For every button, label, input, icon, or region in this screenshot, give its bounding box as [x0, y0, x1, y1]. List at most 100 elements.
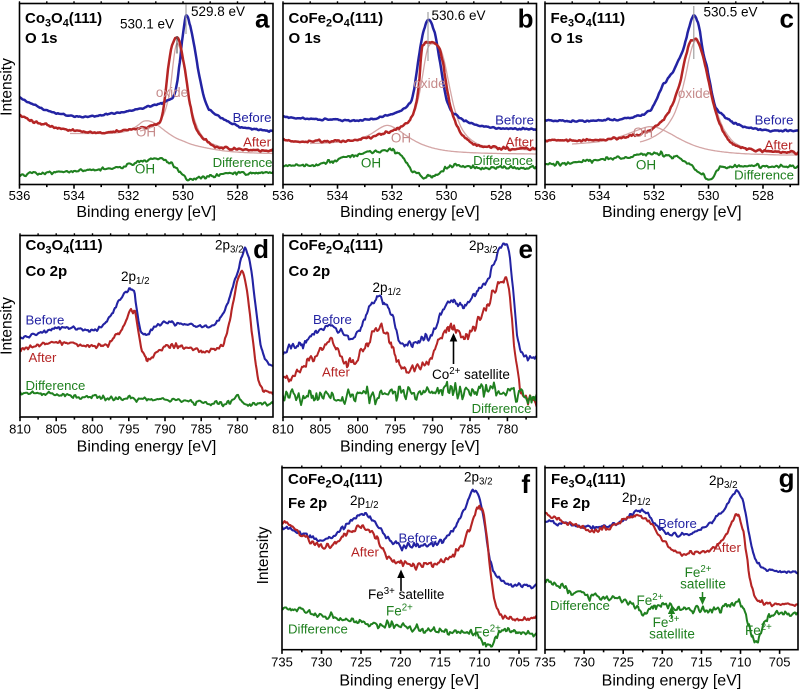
svg-text:Fe2+: Fe2+ — [745, 622, 772, 638]
svg-text:530: 530 — [172, 188, 194, 203]
svg-text:Difference: Difference — [288, 622, 348, 637]
svg-text:a: a — [255, 4, 270, 34]
svg-text:Binding energy [eV]: Binding energy [eV] — [602, 673, 742, 690]
svg-text:780: 780 — [497, 422, 519, 437]
svg-text:534: 534 — [327, 188, 349, 203]
svg-text:805: 805 — [310, 422, 332, 437]
svg-text:oxide: oxide — [156, 85, 188, 100]
svg-text:710: 710 — [469, 655, 491, 670]
svg-text:720: 720 — [651, 655, 673, 670]
svg-text:O 1s: O 1s — [25, 30, 58, 47]
svg-text:529.8 eV: 529.8 eV — [191, 4, 245, 19]
svg-text:Binding energy [eV]: Binding energy [eV] — [602, 204, 742, 221]
svg-text:Fe3+: Fe3+ — [653, 614, 680, 630]
svg-text:satellite: satellite — [649, 627, 695, 642]
svg-text:528: 528 — [490, 188, 512, 203]
svg-text:Intensity: Intensity — [0, 297, 16, 355]
svg-text:730: 730 — [573, 655, 595, 670]
svg-text:2p3/2: 2p3/2 — [469, 238, 498, 256]
svg-text:Co2+ satellite: Co2+ satellite — [432, 366, 510, 382]
svg-text:e: e — [519, 234, 533, 264]
svg-text:805: 805 — [45, 422, 67, 437]
svg-text:735: 735 — [534, 655, 556, 670]
svg-text:800: 800 — [82, 422, 104, 437]
svg-text:Difference: Difference — [472, 401, 532, 416]
svg-text:532: 532 — [381, 188, 403, 203]
svg-text:O 1s: O 1s — [551, 30, 584, 47]
svg-text:OH: OH — [135, 162, 155, 177]
svg-text:735: 735 — [271, 655, 293, 670]
svg-text:Fe3+ satellite: Fe3+ satellite — [368, 586, 444, 602]
svg-text:b: b — [518, 4, 534, 34]
svg-text:CoFe2O4(111): CoFe2O4(111) — [288, 471, 383, 491]
svg-text:795: 795 — [384, 422, 406, 437]
svg-text:Co 2p: Co 2p — [26, 263, 68, 280]
svg-text:Fe2+: Fe2+ — [386, 603, 413, 619]
svg-text:OH: OH — [136, 125, 156, 140]
svg-text:Fe 2p: Fe 2p — [288, 495, 327, 512]
svg-text:715: 715 — [691, 655, 713, 670]
svg-text:530.5 eV: 530.5 eV — [704, 5, 758, 20]
svg-text:Binding energy [eV]: Binding energy [eV] — [340, 439, 480, 456]
svg-text:710: 710 — [730, 655, 752, 670]
svg-text:Co 2p: Co 2p — [289, 263, 331, 280]
svg-text:Difference: Difference — [550, 598, 610, 613]
svg-text:f: f — [521, 469, 530, 499]
svg-text:Difference: Difference — [473, 153, 533, 168]
svg-text:Binding energy [eV]: Binding energy [eV] — [76, 204, 216, 221]
svg-text:810: 810 — [9, 422, 31, 437]
svg-text:528: 528 — [227, 188, 249, 203]
svg-text:810: 810 — [272, 422, 294, 437]
svg-text:Fe3O4(111): Fe3O4(111) — [551, 471, 626, 491]
svg-text:536: 536 — [534, 188, 556, 203]
svg-text:Difference: Difference — [26, 378, 86, 393]
svg-text:Before: Before — [399, 531, 438, 546]
svg-text:536: 536 — [9, 188, 31, 203]
svg-text:785: 785 — [459, 422, 481, 437]
svg-text:Before: Before — [233, 110, 272, 125]
svg-text:2p1/2: 2p1/2 — [121, 269, 150, 287]
svg-text:785: 785 — [190, 422, 212, 437]
svg-text:Fe 2p: Fe 2p — [551, 495, 590, 512]
svg-text:Before: Before — [26, 313, 65, 328]
svg-text:725: 725 — [350, 655, 372, 670]
svg-text:534: 534 — [589, 188, 611, 203]
svg-text:2p1/2: 2p1/2 — [373, 280, 402, 298]
svg-text:Binding energy [eV]: Binding energy [eV] — [340, 204, 480, 221]
svg-text:2p3/2: 2p3/2 — [464, 470, 493, 488]
svg-text:780: 780 — [227, 422, 249, 437]
svg-text:725: 725 — [612, 655, 634, 670]
svg-text:OH: OH — [633, 125, 653, 140]
svg-text:705: 705 — [508, 655, 530, 670]
svg-text:d: d — [253, 234, 269, 264]
svg-text:After: After — [29, 350, 57, 365]
svg-text:OH: OH — [391, 131, 411, 146]
svg-text:O 1s: O 1s — [289, 30, 322, 47]
svg-text:satellite: satellite — [680, 577, 726, 592]
svg-text:After: After — [713, 540, 741, 555]
svg-text:790: 790 — [422, 422, 444, 437]
svg-text:705: 705 — [769, 655, 791, 670]
svg-text:532: 532 — [118, 188, 140, 203]
svg-text:Intensity: Intensity — [255, 526, 272, 584]
svg-text:Fe2+: Fe2+ — [685, 564, 712, 580]
svg-text:oxide: oxide — [678, 86, 710, 101]
svg-text:2p1/2: 2p1/2 — [622, 490, 651, 508]
svg-text:536: 536 — [272, 188, 294, 203]
svg-text:530.6 eV: 530.6 eV — [432, 8, 486, 23]
svg-text:730: 730 — [311, 655, 333, 670]
svg-text:OH: OH — [361, 156, 381, 171]
svg-text:oxide: oxide — [413, 76, 445, 91]
svg-text:Difference: Difference — [213, 155, 273, 170]
svg-text:CoFe2O4(111): CoFe2O4(111) — [289, 237, 384, 257]
svg-text:Co3O4(111): Co3O4(111) — [26, 237, 103, 257]
svg-text:530: 530 — [698, 188, 720, 203]
svg-text:Before: Before — [495, 113, 534, 128]
svg-text:Binding energy [eV]: Binding energy [eV] — [77, 439, 217, 456]
svg-text:Co3O4(111): Co3O4(111) — [25, 10, 102, 30]
svg-text:2p3/2: 2p3/2 — [215, 238, 244, 256]
svg-text:After: After — [351, 545, 379, 560]
svg-text:530: 530 — [436, 188, 458, 203]
svg-text:CoFe2O4(111): CoFe2O4(111) — [289, 10, 384, 30]
svg-text:After: After — [765, 138, 793, 153]
